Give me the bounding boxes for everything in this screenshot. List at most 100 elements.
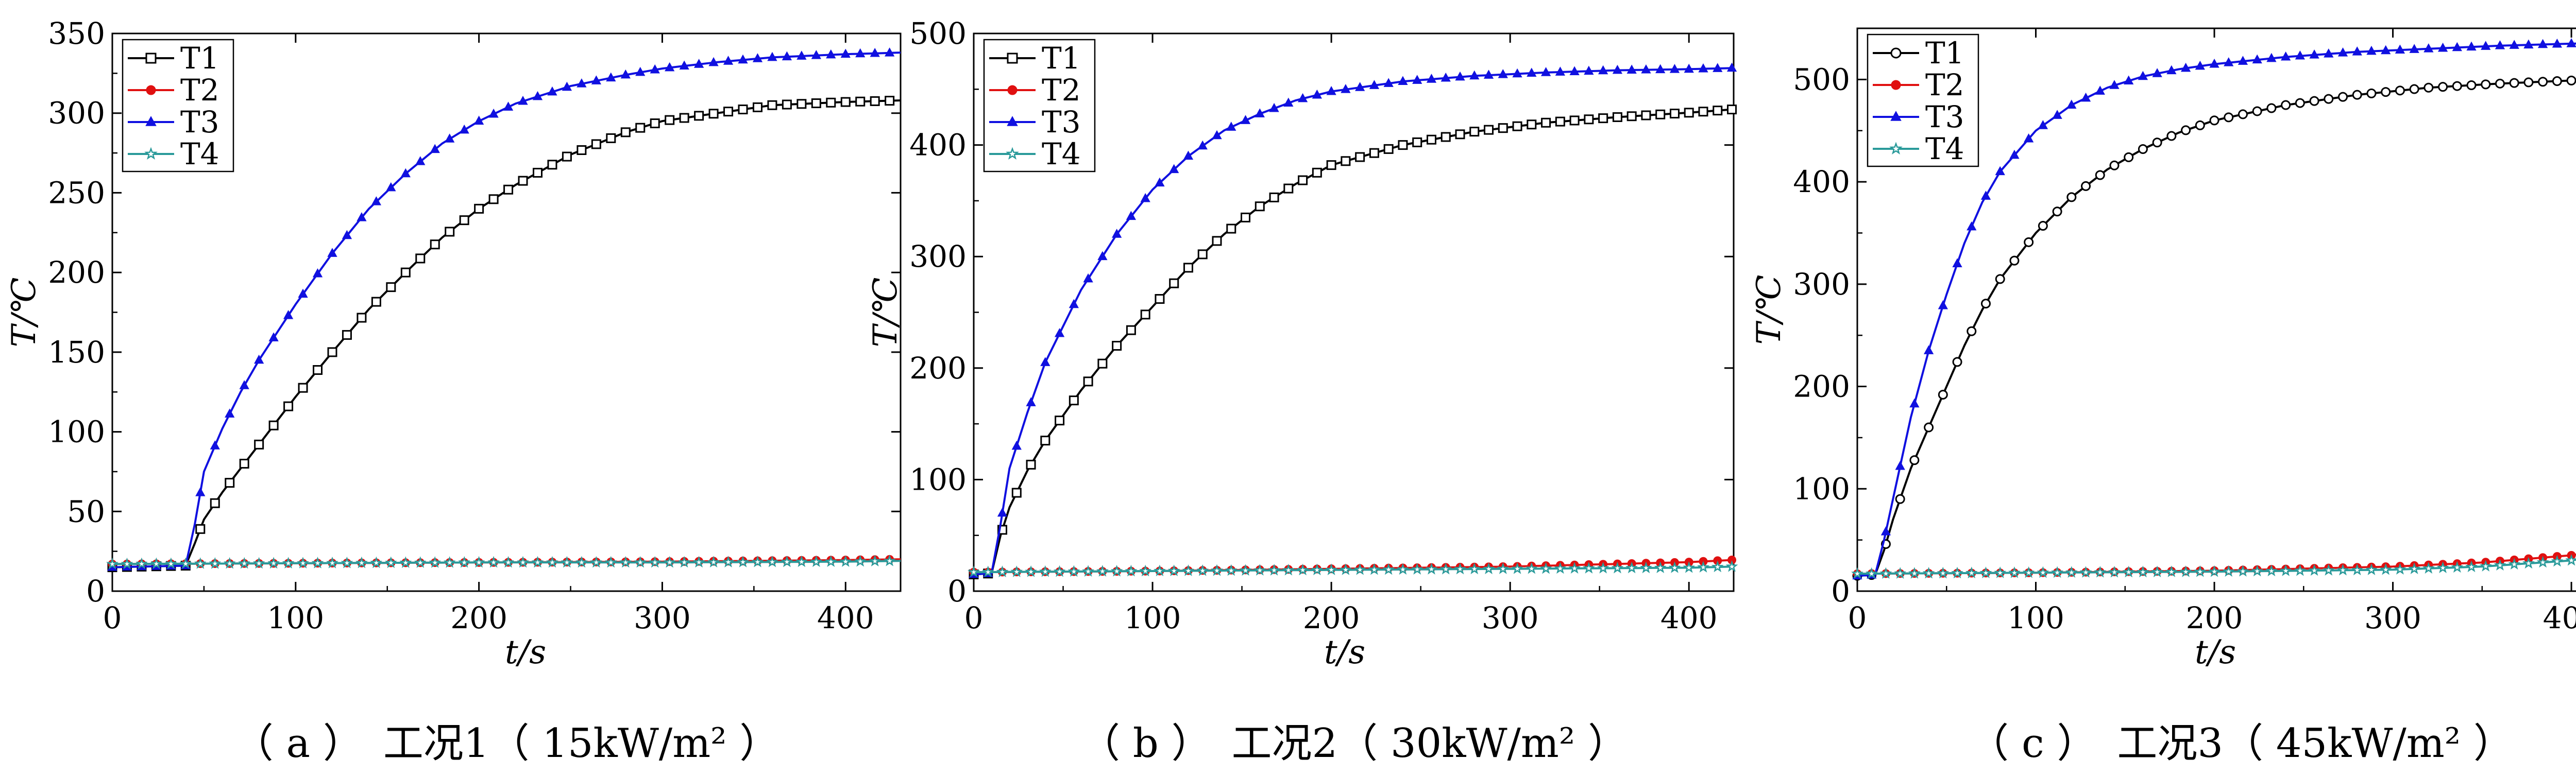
data-point-T3: [1512, 68, 1522, 78]
data-point-T3: [2280, 51, 2291, 61]
data-point-T3: [386, 182, 396, 192]
data-point-T3: [752, 53, 763, 62]
data-point-T1: [1426, 134, 1436, 145]
legend-label-T4: T4: [1042, 136, 1081, 171]
x-tick-label: 400: [1660, 600, 1718, 635]
legend-marker-T4: [1006, 147, 1019, 160]
data-point-T3: [1895, 460, 1905, 470]
data-point-T1: [1469, 127, 1480, 137]
data-point-T1: [1669, 109, 1680, 119]
data-point-T3: [1269, 102, 1279, 112]
data-point-T1: [313, 365, 323, 375]
legend-marker-T1: [1007, 53, 1018, 64]
data-point-T1: [562, 151, 572, 162]
data-point-T3: [1555, 66, 1565, 76]
data-point-T4: [502, 556, 515, 568]
y-tick-label: 100: [909, 462, 967, 497]
data-point-T3: [2452, 42, 2462, 51]
data-point-T4: [2322, 564, 2335, 576]
data-point-T3: [2052, 110, 2062, 119]
data-point-T1: [1026, 459, 1036, 470]
data-point-T1: [2209, 115, 2219, 126]
data-point-T1: [2309, 96, 2319, 106]
data-point-T3: [1426, 74, 1437, 83]
data-point-T1: [371, 297, 381, 307]
data-point-T1: [547, 160, 557, 170]
data-point-T4: [150, 557, 163, 570]
data-point-T1: [2295, 98, 2305, 108]
data-point-T4: [1010, 565, 1023, 577]
data-point-T3: [239, 380, 249, 389]
data-point-T1: [2124, 152, 2134, 162]
y-tick-label: 350: [48, 16, 105, 51]
data-point-T3: [2266, 53, 2277, 62]
data-point-T4: [1225, 564, 1238, 576]
data-point-T4: [1196, 564, 1209, 576]
data-point-T3: [2566, 38, 2576, 47]
data-point-T4: [414, 556, 427, 568]
data-point-T4: [575, 556, 588, 568]
data-point-T1: [1626, 111, 1637, 122]
data-point-T1: [723, 107, 734, 117]
data-point-T1: [2466, 80, 2477, 90]
data-point-T4: [341, 556, 353, 568]
data-point-T3: [1312, 89, 1322, 99]
data-point-T4: [2408, 562, 2421, 575]
series-T4: [1851, 554, 2576, 579]
legend-box: [1867, 33, 1979, 167]
data-point-T3: [532, 91, 543, 100]
data-point-T3: [1255, 108, 1265, 117]
data-point-T3: [1026, 397, 1036, 406]
data-point-T4: [121, 557, 133, 570]
data-point-T4: [981, 565, 994, 578]
y-tick-label: 200: [909, 351, 967, 386]
data-point-T3: [1197, 140, 1208, 150]
data-point-T1: [767, 100, 777, 110]
data-point-T1: [1684, 108, 1694, 118]
data-point-T4: [2108, 565, 2121, 578]
data-point-T3: [1341, 84, 1351, 93]
data-point-T3: [2337, 47, 2348, 57]
data-point-T1: [2224, 112, 2234, 123]
data-point-T4: [2336, 563, 2349, 576]
data-point-T3: [2366, 45, 2377, 55]
data-point-T1: [2481, 79, 2491, 90]
data-point-T1: [1527, 119, 1537, 130]
data-point-T3: [518, 95, 528, 105]
data-point-T1: [1924, 422, 1934, 433]
data-point-T4: [1368, 563, 1381, 575]
data-point-T3: [547, 86, 557, 96]
data-point-T1: [2166, 131, 2177, 141]
data-point-T4: [370, 556, 383, 568]
data-point-T4: [1582, 562, 1595, 574]
data-point-T1: [1226, 223, 1236, 234]
data-point-T4: [1711, 560, 1724, 573]
data-point-T1: [445, 227, 455, 237]
data-point-T3: [2437, 42, 2448, 52]
data-point-T3: [1612, 64, 1623, 74]
x-tick-label: 200: [2186, 600, 2243, 635]
data-point-T4: [1253, 564, 1266, 576]
data-point-T4: [1454, 562, 1466, 575]
data-point-T4: [238, 557, 251, 569]
data-point-T1: [635, 123, 646, 133]
data-point-T4: [1139, 564, 1152, 577]
y-tick-label: 300: [48, 96, 105, 131]
data-point-T4: [2079, 566, 2092, 578]
data-point-T4: [1611, 561, 1624, 574]
data-point-T3: [415, 156, 426, 165]
data-point-T4: [164, 557, 177, 569]
data-point-T1: [1980, 299, 1991, 309]
y-tick-label: 200: [48, 255, 105, 290]
data-point-T1: [1255, 201, 1265, 212]
data-point-T3: [2224, 57, 2234, 66]
data-point-T4: [1053, 565, 1066, 577]
data-point-T1: [1112, 340, 1122, 351]
data-point-T1: [2324, 94, 2334, 104]
legend-label-T2: T2: [1925, 67, 1964, 102]
data-point-T4: [869, 555, 882, 566]
data-point-T1: [298, 383, 308, 393]
data-point-T1: [254, 439, 264, 450]
legend-marker-T3: [1890, 111, 1902, 121]
